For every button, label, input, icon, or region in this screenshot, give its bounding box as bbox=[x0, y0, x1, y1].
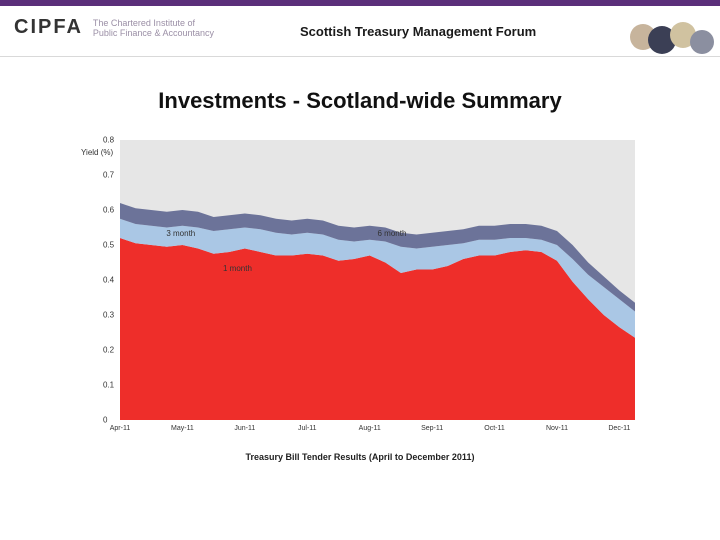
series-label: 1 month bbox=[223, 264, 252, 273]
plot-area bbox=[120, 140, 635, 420]
header: CIPFA The Chartered Institute of Public … bbox=[0, 6, 720, 57]
x-tick: Aug-11 bbox=[359, 425, 381, 432]
area-1-month-band bbox=[120, 238, 635, 420]
logo-subtitle: The Chartered Institute of Public Financ… bbox=[93, 18, 214, 38]
x-tick: Nov-11 bbox=[546, 425, 568, 432]
y-tick: 0.7 bbox=[103, 171, 114, 180]
series-label: 6 month bbox=[378, 229, 407, 238]
chart: Yield (%) Treasury Bill Tender Results (… bbox=[75, 140, 645, 480]
area-svg bbox=[120, 140, 635, 420]
y-tick: 0.3 bbox=[103, 311, 114, 320]
x-tick: Jul-11 bbox=[298, 425, 317, 432]
x-tick: May-11 bbox=[171, 425, 194, 432]
logo-text: CIPFA bbox=[14, 16, 83, 39]
people-icon bbox=[630, 12, 720, 62]
y-tick: 0.4 bbox=[103, 276, 114, 285]
x-axis-title: Treasury Bill Tender Results (April to D… bbox=[75, 452, 645, 462]
forum-title: Scottish Treasury Management Forum bbox=[300, 24, 536, 39]
logo: CIPFA The Chartered Institute of Public … bbox=[14, 16, 214, 39]
y-tick: 0.6 bbox=[103, 206, 114, 215]
y-tick: 0.1 bbox=[103, 381, 114, 390]
x-tick: Sep-11 bbox=[421, 425, 443, 432]
x-tick: Oct-11 bbox=[484, 425, 505, 432]
y-tick: 0.2 bbox=[103, 346, 114, 355]
y-axis-label: Yield (%) bbox=[81, 148, 113, 157]
x-tick: Dec-11 bbox=[608, 425, 630, 432]
page-title: Investments - Scotland-wide Summary bbox=[0, 88, 720, 114]
y-tick: 0.8 bbox=[103, 136, 114, 145]
series-label: 3 month bbox=[166, 229, 195, 238]
x-tick: Apr-11 bbox=[110, 425, 131, 432]
y-tick: 0 bbox=[103, 416, 107, 425]
y-tick: 0.5 bbox=[103, 241, 114, 250]
x-tick: Jun-11 bbox=[234, 425, 255, 432]
